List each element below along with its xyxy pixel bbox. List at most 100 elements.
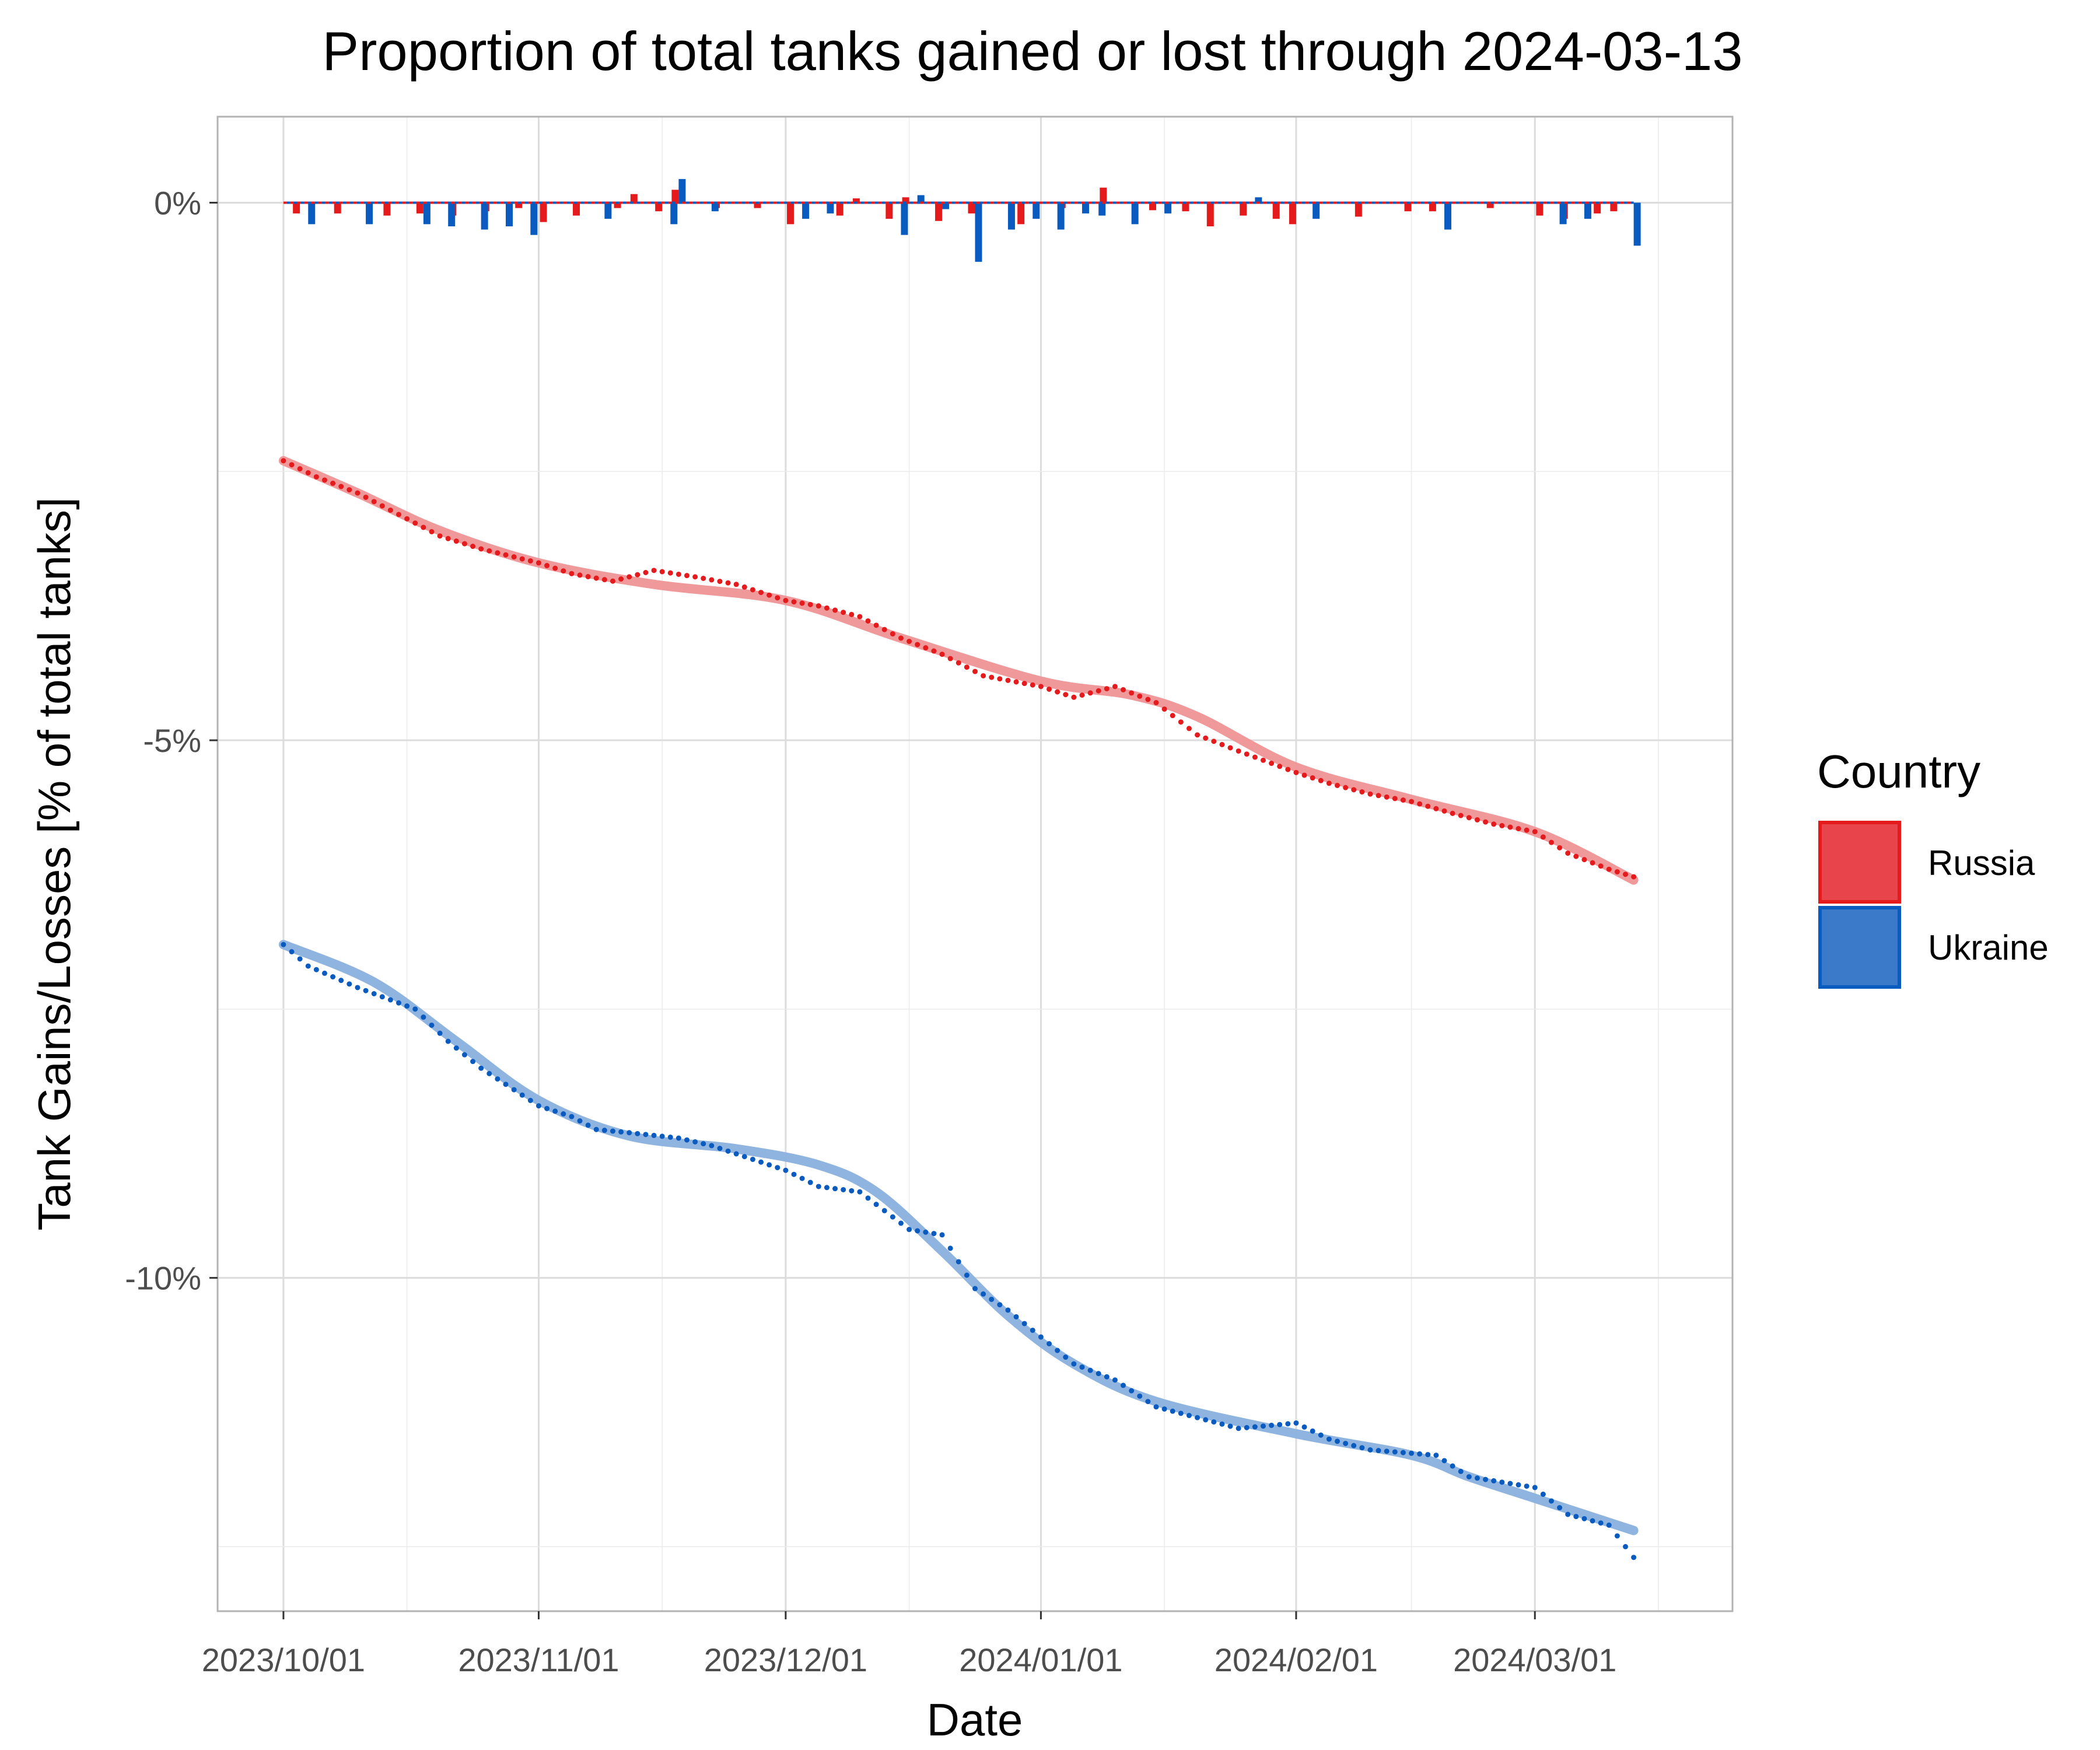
point-ukraine (1178, 1410, 1184, 1416)
point-russia (1606, 866, 1612, 872)
point-ukraine (791, 1171, 797, 1177)
x-tick-label: 2024/01/01 (959, 1642, 1122, 1678)
point-russia (1071, 694, 1077, 700)
point-russia (297, 466, 303, 472)
point-ukraine (1005, 1307, 1011, 1313)
point-russia (363, 494, 369, 500)
point-ukraine (412, 1006, 418, 1012)
point-ukraine (1203, 1417, 1209, 1423)
bar-ukraine (1584, 202, 1591, 219)
point-ukraine (1343, 1440, 1349, 1446)
point-russia (997, 676, 1003, 682)
point-russia (511, 554, 517, 560)
point-russia (1573, 853, 1579, 859)
point-russia (865, 618, 871, 624)
point-russia (1013, 679, 1019, 685)
bar-russia (1404, 202, 1412, 212)
point-ukraine (1285, 1421, 1291, 1427)
point-russia (1376, 793, 1381, 799)
point-russia (1483, 819, 1489, 825)
point-russia (890, 631, 895, 637)
point-ukraine (684, 1137, 690, 1143)
point-ukraine (1376, 1448, 1381, 1454)
bar-russia (1017, 202, 1025, 225)
point-ukraine (1096, 1371, 1101, 1377)
point-russia (1548, 839, 1554, 845)
point-ukraine (305, 963, 311, 969)
point-ukraine (453, 1045, 459, 1051)
bar-ukraine (901, 202, 908, 235)
point-ukraine (651, 1132, 657, 1138)
point-russia (1301, 772, 1307, 778)
point-russia (964, 664, 970, 670)
point-russia (1063, 692, 1069, 698)
smooth-lines (278, 201, 1639, 1535)
point-russia (1590, 860, 1595, 866)
point-russia (1038, 684, 1044, 690)
point-russia (585, 574, 591, 580)
point-russia (1540, 834, 1546, 840)
point-ukraine (1104, 1374, 1110, 1380)
bar-ukraine (1559, 202, 1567, 225)
point-russia (1458, 813, 1464, 818)
point-russia (972, 668, 978, 674)
point-ukraine (1236, 1426, 1241, 1432)
point-russia (355, 490, 360, 496)
point-ukraine (1071, 1361, 1077, 1367)
point-ukraine (321, 970, 327, 976)
point-russia (610, 578, 615, 584)
point-russia (981, 673, 986, 678)
point-ukraine (1516, 1482, 1521, 1488)
point-ukraine (931, 1231, 937, 1237)
point-ukraine (849, 1188, 855, 1194)
point-russia (1384, 794, 1390, 800)
point-russia (1227, 745, 1233, 751)
legend: Country Russia Ukraine (1817, 746, 2049, 989)
point-ukraine (544, 1105, 550, 1111)
point-russia (1524, 827, 1530, 833)
point-russia (552, 565, 558, 571)
bar-ukraine (1032, 202, 1040, 219)
bar-ukraine (1255, 197, 1262, 203)
point-russia (1310, 775, 1315, 781)
point-ukraine (1087, 1367, 1093, 1373)
point-ukraine (1121, 1382, 1126, 1388)
point-ukraine (733, 1151, 739, 1157)
point-ukraine (1112, 1377, 1118, 1383)
bar-ukraine (975, 202, 982, 262)
point-ukraine (1409, 1450, 1415, 1456)
point-ukraine (907, 1227, 912, 1233)
bar-ukraine (942, 202, 950, 209)
point-russia (717, 579, 723, 584)
bar-russia (1429, 202, 1436, 212)
bar-russia (1594, 202, 1601, 214)
point-russia (289, 462, 295, 468)
point-ukraine (1425, 1452, 1431, 1458)
point-russia (1351, 787, 1357, 793)
point-russia (461, 541, 467, 547)
point-russia (1021, 681, 1027, 687)
point-russia (1236, 748, 1241, 754)
point-russia (709, 577, 715, 583)
point-russia (1203, 735, 1209, 741)
x-tick-label: 2023/11/01 (458, 1642, 619, 1678)
point-russia (330, 481, 336, 487)
bar-ukraine (1007, 202, 1015, 230)
point-russia (841, 610, 846, 615)
point-ukraine (1581, 1516, 1587, 1521)
point-russia (1005, 677, 1011, 683)
point-ukraine (775, 1165, 780, 1171)
bar-russia (540, 202, 547, 222)
bar-russia (1149, 202, 1157, 211)
bar-ukraine (802, 202, 810, 219)
bar-russia (786, 202, 794, 225)
point-ukraine (610, 1128, 615, 1134)
point-ukraine (659, 1133, 665, 1139)
point-ukraine (841, 1186, 846, 1192)
point-russia (1392, 796, 1398, 802)
point-ukraine (495, 1076, 501, 1082)
point-ukraine (1301, 1424, 1307, 1430)
point-russia (1096, 688, 1101, 694)
point-russia (404, 516, 410, 522)
point-ukraine (626, 1130, 632, 1136)
